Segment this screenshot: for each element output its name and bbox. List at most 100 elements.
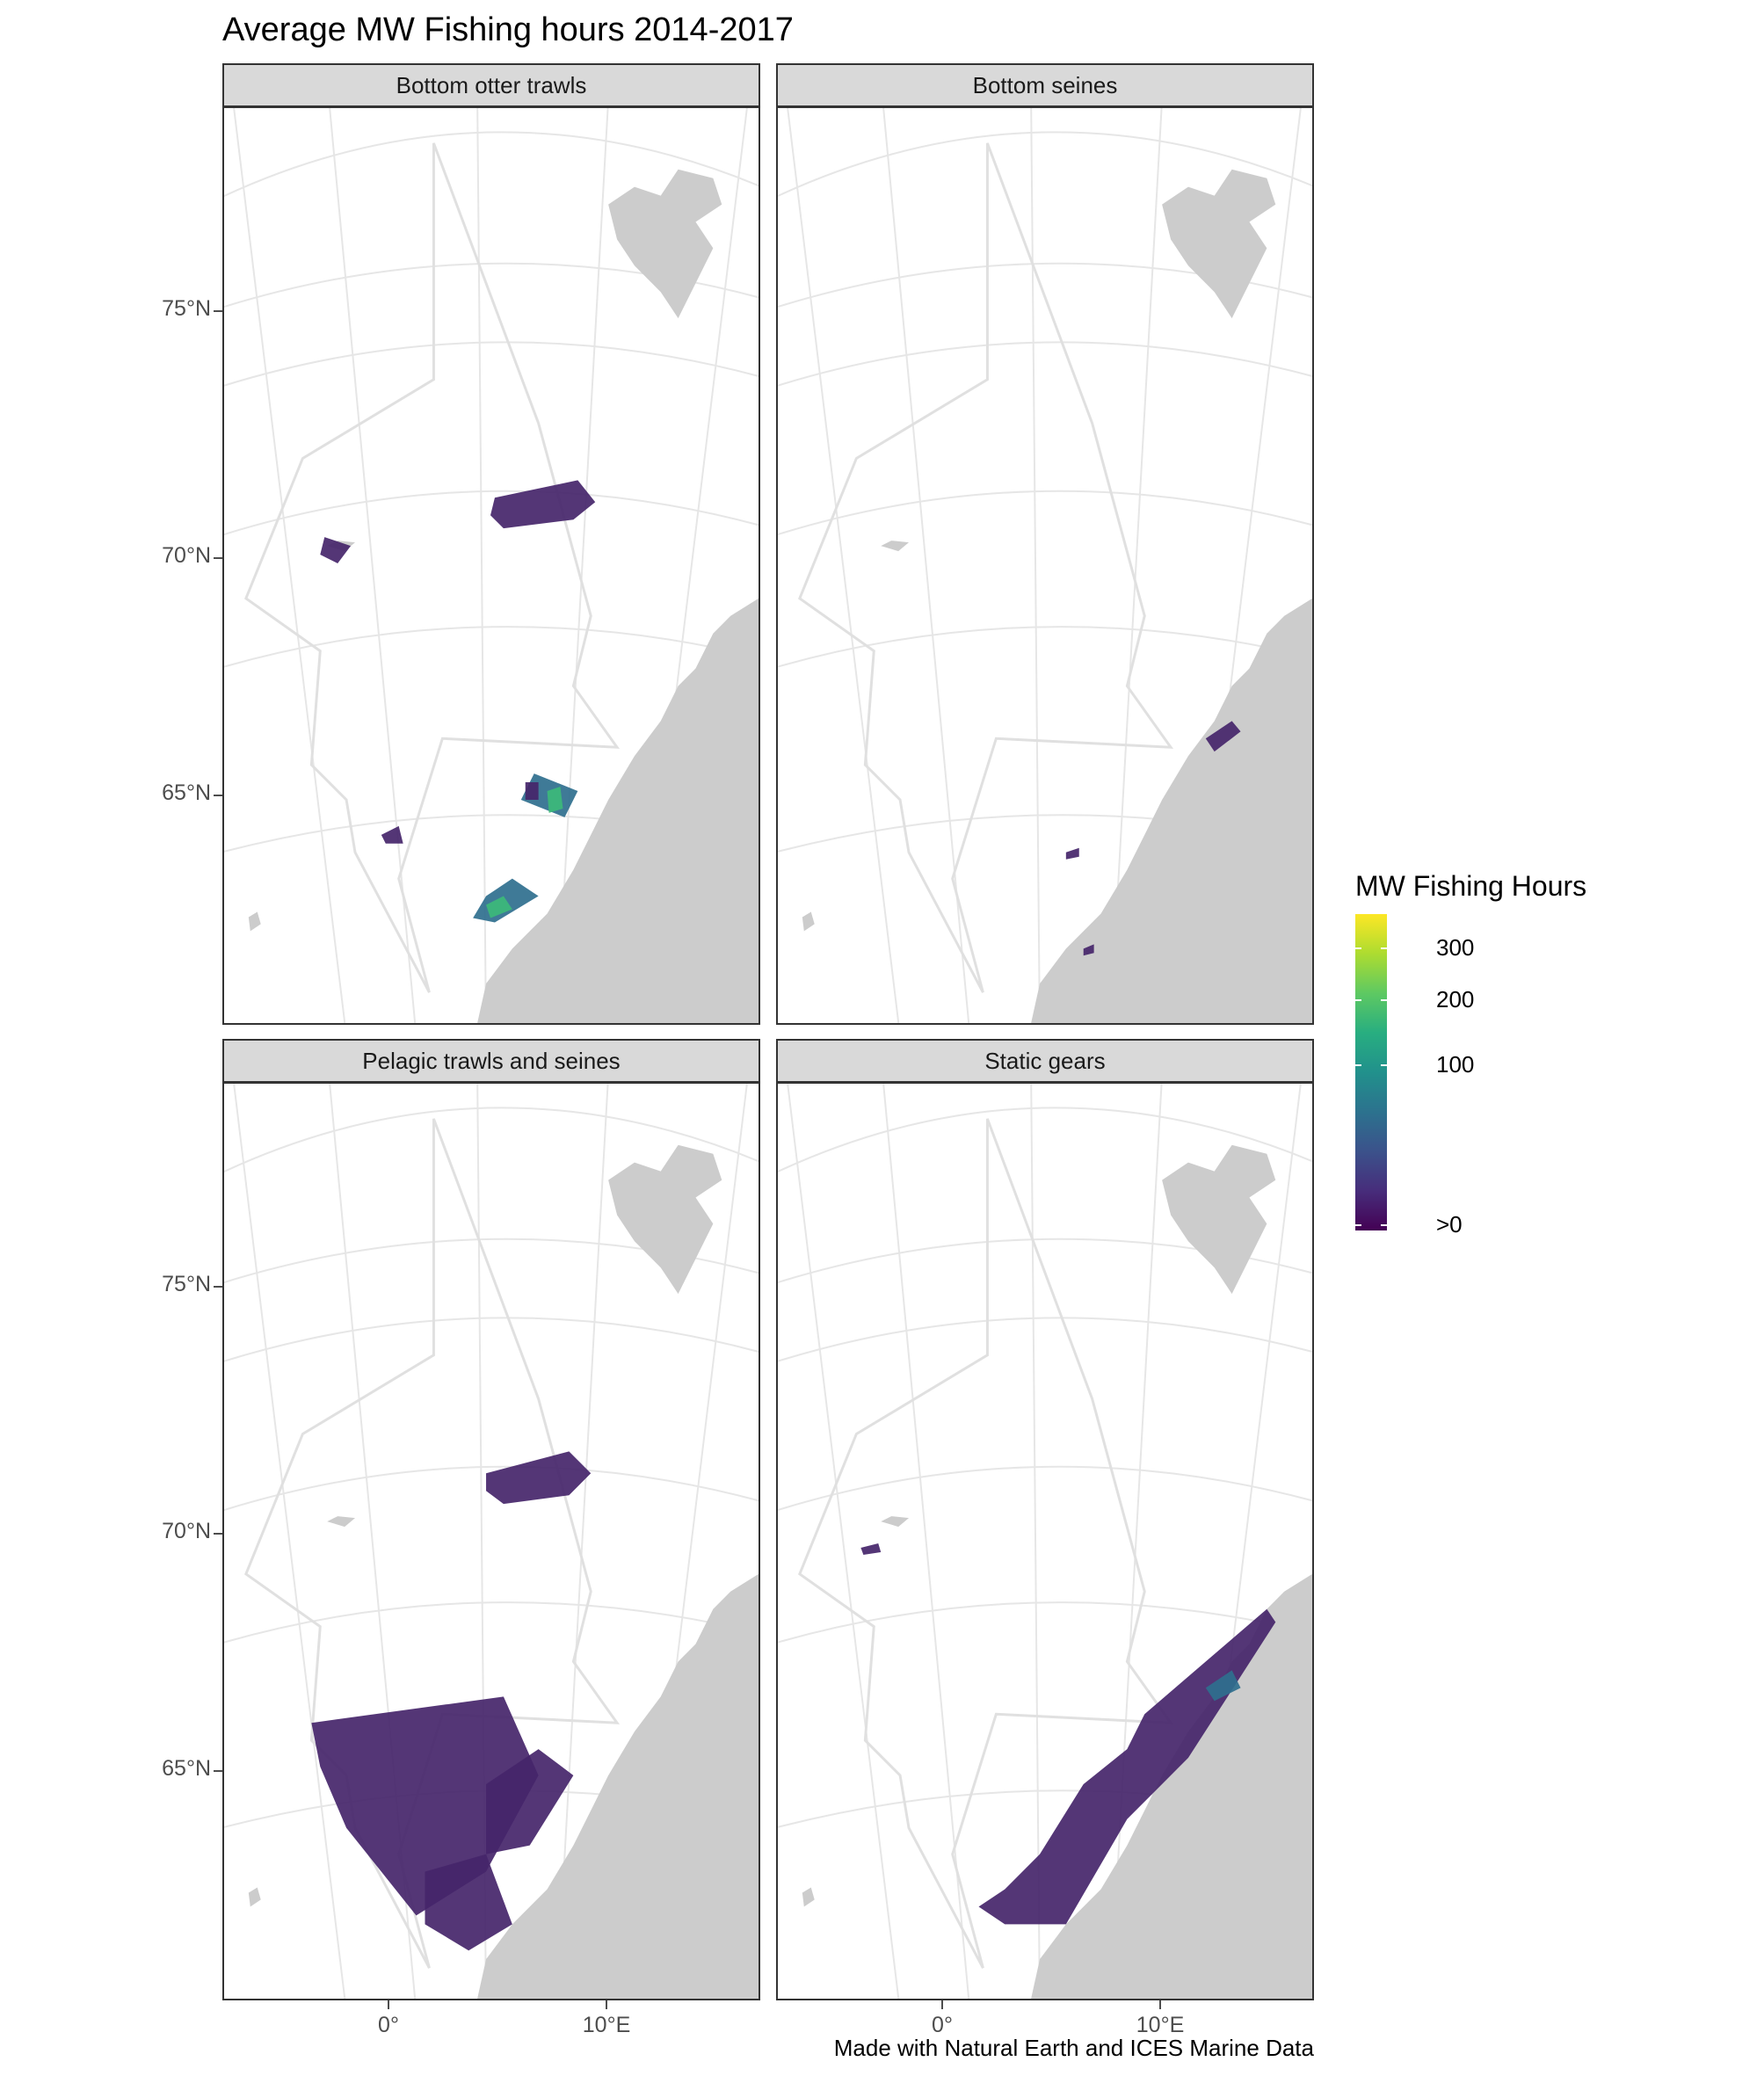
longitude-graticule: [787, 108, 900, 1023]
legend-tick: [1381, 1224, 1387, 1226]
y-axis-label-65: 65°N: [162, 1756, 211, 1781]
faroe-land: [248, 1887, 261, 1907]
y-axis-label-70: 70°N: [162, 1519, 211, 1543]
longitude-graticule: [787, 1084, 900, 1999]
y-axis-tick: [214, 1286, 222, 1288]
legend-tick: [1381, 999, 1387, 1001]
x-axis-label-0: 0°: [932, 2013, 953, 2037]
legend-label-300: 300: [1436, 934, 1475, 961]
fishing-effort-area: [978, 1608, 1276, 1925]
y-axis-tick: [214, 310, 222, 312]
latitude-graticule: [224, 1317, 759, 1362]
panel-pelagic-trawls-and-seines: Pelagic trawls and seines: [222, 1039, 760, 2000]
panel-strip-label: Pelagic trawls and seines: [222, 1039, 760, 1083]
y-axis-tick: [214, 795, 222, 796]
jan-mayen-land: [881, 1516, 910, 1528]
x-axis-tick: [941, 2000, 943, 2009]
y-axis-label-75: 75°N: [162, 1272, 211, 1296]
latitude-graticule: [778, 1107, 1312, 1173]
fishing-effort-area: [320, 537, 352, 564]
longitude-graticule: [1030, 1084, 1041, 1999]
jan-mayen-land: [881, 541, 910, 552]
latitude-graticule: [224, 341, 759, 387]
fishing-effort-layer: [1065, 721, 1241, 956]
latitude-graticule: [778, 1238, 1312, 1284]
norway-land: [477, 1573, 759, 1999]
longitude-graticule: [1030, 108, 1041, 1023]
legend-tick: [1355, 999, 1361, 1001]
latitude-graticule: [778, 131, 1312, 198]
panel-static-gears: Static gears: [776, 1039, 1314, 2000]
latitude-graticule: [224, 1107, 759, 1173]
map-area: [222, 1082, 760, 2000]
faroe-land: [802, 1887, 815, 1907]
latitude-graticule: [224, 262, 759, 308]
fishing-effort-layer: [311, 1451, 592, 1951]
longitude-graticule: [233, 108, 346, 1023]
fishing-effort-area: [547, 787, 563, 813]
fishing-effort-area: [860, 1542, 882, 1555]
y-axis-label-65: 65°N: [162, 780, 211, 805]
x-axis-label-10e: 10°E: [1136, 2013, 1185, 2037]
panel-strip-label: Static gears: [776, 1039, 1314, 1083]
longitude-graticule: [555, 1084, 609, 1999]
latitude-graticule: [778, 341, 1312, 387]
faroe-land: [802, 911, 815, 932]
legend-tick: [1355, 947, 1361, 949]
map-area: [222, 106, 760, 1025]
longitude-graticule: [882, 1084, 970, 1999]
map-area: [776, 1082, 1314, 2000]
jan-mayen-land: [327, 1516, 356, 1528]
latitude-graticule: [778, 490, 1312, 536]
x-axis-label-0: 0°: [378, 2013, 399, 2037]
base-map: [224, 108, 759, 1023]
legend-label-zero: >0: [1436, 1211, 1463, 1238]
fishing-effort-area: [486, 1451, 592, 1505]
latitude-graticule: [224, 131, 759, 198]
longitude-graticule: [476, 108, 487, 1023]
norway-land: [477, 598, 759, 1023]
base-map: [778, 1084, 1312, 1999]
latitude-graticule: [778, 1465, 1312, 1512]
y-axis-tick: [214, 557, 222, 559]
svalbard-land: [608, 1144, 722, 1295]
latitude-graticule: [224, 490, 759, 536]
page-title: Average MW Fishing hours 2014-2017: [222, 11, 794, 48]
svalbard-land: [1162, 1144, 1276, 1295]
norway-land: [1031, 1573, 1312, 1999]
fishing-effort-area: [1205, 721, 1241, 752]
map-area: [776, 106, 1314, 1025]
fishing-effort-area: [525, 782, 539, 800]
fishing-effort-area: [1205, 1670, 1241, 1702]
caption: Made with Natural Earth and ICES Marine …: [833, 2035, 1314, 2061]
legend-tick: [1355, 1064, 1361, 1066]
x-axis-tick: [388, 2000, 389, 2009]
y-axis-label-70: 70°N: [162, 543, 211, 568]
panel-strip-label: Bottom seines: [776, 63, 1314, 107]
panel-bottom-seines: Bottom seines: [776, 63, 1314, 1025]
base-map: [778, 108, 1312, 1023]
fishing-effort-area: [486, 896, 512, 918]
panel-bottom-otter-trawls: Bottom otter trawls: [222, 63, 760, 1025]
legend-label-100: 100: [1436, 1051, 1475, 1078]
longitude-graticule: [233, 1084, 346, 1999]
latitude-graticule: [778, 1317, 1312, 1362]
x-axis-label-10e: 10°E: [582, 2013, 631, 2037]
area-boundary: [244, 142, 621, 993]
fishing-effort-area: [490, 480, 596, 529]
fishing-effort-area: [1083, 944, 1094, 956]
svalbard-land: [1162, 169, 1276, 319]
x-axis-tick: [1159, 2000, 1161, 2009]
y-axis-tick: [214, 1770, 222, 1772]
panel-strip-label: Bottom otter trawls: [222, 63, 760, 107]
area-boundary: [798, 142, 1174, 993]
y-axis-label-75: 75°N: [162, 296, 211, 321]
y-axis-tick: [214, 1533, 222, 1535]
legend-tick: [1381, 947, 1387, 949]
longitude-graticule: [1109, 108, 1163, 1023]
fishing-effort-area: [425, 1854, 512, 1951]
longitude-graticule: [1109, 1084, 1163, 1999]
legend-tick: [1381, 1064, 1387, 1066]
fishing-effort-layer: [860, 1542, 1276, 1925]
latitude-graticule: [224, 1238, 759, 1284]
